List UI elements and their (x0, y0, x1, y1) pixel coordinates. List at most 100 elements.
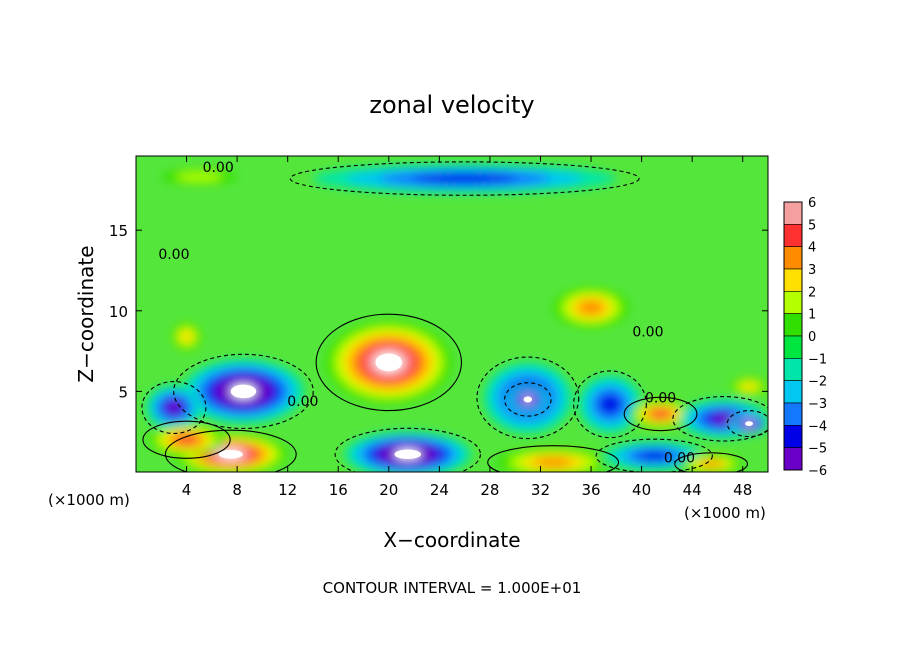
contour-line-9 (334, 427, 481, 472)
colorbar-tick-label-10: −4 (808, 419, 827, 434)
x-tick-label-10: 44 (683, 481, 702, 499)
contour-label-0: 0.00 (203, 160, 234, 176)
colorbar-tick-label-11: −5 (808, 442, 827, 457)
contour-label-1: 0.00 (158, 247, 189, 263)
plot-area (136, 156, 768, 472)
contour-label-3: 0.00 (287, 394, 318, 410)
colorbar-tick-label-9: −3 (808, 397, 827, 412)
heat-feature-13 (496, 447, 610, 472)
heat-feature-14 (628, 399, 693, 429)
x-tick-label-6: 28 (480, 481, 499, 499)
contour-line-13 (487, 445, 620, 472)
heat-feature-18 (730, 376, 768, 397)
heat-level-19-3 (700, 460, 723, 468)
x-tick-label-2: 12 (278, 481, 297, 499)
heat-feature-8 (148, 423, 225, 456)
x-tick-label-4: 20 (379, 481, 398, 499)
heat-feature-2 (171, 322, 202, 352)
x-tick-label-5: 24 (430, 481, 449, 499)
contour-line-19 (674, 452, 748, 472)
heat-core-5 (230, 384, 257, 399)
contour-label-4: 0.00 (645, 391, 676, 407)
colorbar-tick-label-5: 1 (808, 308, 816, 323)
x-axis: 4 8 12 16 20 24 28 32 36 40 44 48 (182, 156, 752, 499)
contour-line-0 (315, 313, 463, 412)
heat-feature-4 (312, 164, 617, 194)
heat-core-16 (745, 421, 754, 427)
colorbar-tick-label-1: 5 (808, 218, 816, 233)
heat-level-2-2 (179, 330, 194, 344)
x-tick-label-3: 16 (329, 481, 348, 499)
colorbar-tick-label-4: 2 (808, 285, 816, 300)
heat-feature-6 (146, 384, 202, 431)
heat-level-15-4 (711, 413, 737, 425)
y-axis-label: Z−coordinate (74, 245, 98, 382)
contour-line-17 (595, 438, 713, 472)
x-tick-label-7: 32 (531, 481, 550, 499)
x-tick-label-11: 48 (733, 481, 752, 499)
colorbar-swatch-8 (783, 380, 803, 404)
contour-line-6 (141, 381, 207, 435)
heat-feature-1 (553, 286, 629, 329)
heat-level-6-4 (165, 401, 182, 414)
contour-line-14 (623, 396, 698, 432)
colorbar: 6 5 4 3 2 1 0 −1 −2 −3 −4 −5 −6 (783, 196, 827, 479)
colorbar-swatch-5 (783, 313, 803, 337)
colorbar-swatch-7 (783, 358, 803, 381)
colorbar-swatch-1 (783, 224, 803, 247)
colorbar-tick-label-12: −6 (808, 464, 827, 479)
colorbar-swatch-3 (783, 268, 803, 292)
colorbar-tick-label-2: 4 (808, 241, 816, 256)
colorbar-swatch-4 (783, 291, 803, 314)
chart-title: zonal velocity (369, 91, 534, 119)
heat-core-7 (218, 449, 243, 459)
contour-line-12 (573, 370, 647, 439)
plot-frame (135, 155, 769, 473)
feature-layer (146, 164, 768, 472)
heat-level-17-3 (636, 450, 672, 461)
colorbar-swatch-10 (783, 425, 803, 448)
colorbar-swatch-0 (783, 201, 803, 225)
heat-core-0 (375, 353, 403, 372)
colorbar-tick-label-0: 6 (808, 196, 816, 211)
x-unit-right: (×1000 m) (684, 504, 766, 522)
heat-level-8-4 (175, 435, 198, 445)
contour-label-2: 0.00 (632, 325, 663, 341)
contour-line-5 (173, 353, 314, 430)
heat-level-14-4 (651, 409, 670, 419)
feature-blend (146, 164, 768, 472)
contour-line-4 (289, 161, 640, 196)
colorbar-tick-label-7: −1 (808, 352, 827, 367)
colorbar-swatch-2 (783, 246, 803, 270)
heat-level-13-3 (533, 457, 573, 468)
contour-line-10 (476, 356, 580, 440)
x-tick-label-8: 36 (581, 481, 600, 499)
contour-line-11 (504, 382, 552, 417)
heat-feature-3 (161, 168, 238, 186)
heat-level-12-3 (599, 394, 621, 415)
colorbar-tick-label-6: 0 (808, 330, 816, 345)
x-tick-label-1: 8 (232, 481, 242, 499)
heat-level-4-3 (411, 173, 518, 184)
colorbar-swatch-9 (783, 402, 803, 426)
y-axis: 5 10 15 (109, 222, 768, 401)
contour-line-7 (164, 429, 297, 472)
contour-line-8 (142, 420, 231, 459)
x-tick-label-0: 4 (182, 481, 192, 499)
contour-line-15 (672, 396, 768, 442)
y-tick-label-0: 5 (118, 383, 128, 401)
colorbar-frame (783, 201, 803, 471)
x-unit-left: (×1000 m) (48, 491, 130, 509)
colorbar-swatch-11 (783, 447, 803, 471)
colorbar-tick-label-8: −2 (808, 375, 827, 390)
contour-label-layer: 0.00 0.00 0.00 0.00 0.00 0.00 (158, 160, 695, 466)
x-tick-label-9: 40 (632, 481, 651, 499)
contour-layer (141, 161, 768, 472)
y-tick-label-1: 10 (109, 303, 128, 321)
contour-interval-note: CONTOUR INTERVAL = 1.000E+01 (323, 579, 582, 597)
heat-core-11 (523, 396, 533, 403)
heat-level-18-2 (740, 382, 758, 391)
y-tick-label-2: 15 (109, 222, 128, 240)
heat-core-9 (394, 449, 422, 460)
